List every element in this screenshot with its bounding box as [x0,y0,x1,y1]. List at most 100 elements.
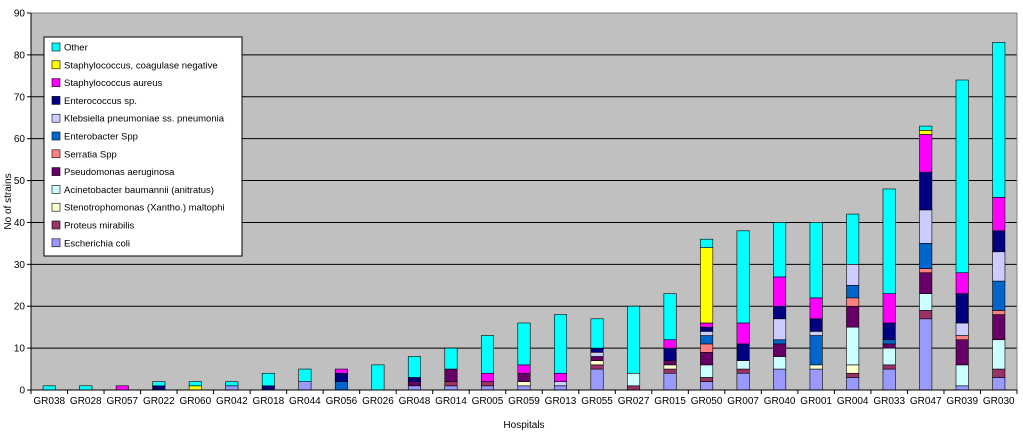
x-tick-label: GR040 [764,396,796,407]
bar-segment [955,322,969,336]
bar-segment [919,310,933,320]
x-tick-label: GR039 [946,396,978,407]
y-tick-label: 20 [14,302,26,313]
x-tick-label: GR060 [179,396,211,407]
bar-segment [298,368,312,382]
bar-segment [773,305,787,320]
bar-segment [882,293,896,324]
bar-segment [846,297,860,307]
y-axis-label: No of strains [3,173,14,229]
bar-segment [188,385,202,391]
x-tick-label: GR056 [326,396,358,407]
legend-label: Acinetobacter baumannii (anitratus) [64,185,214,196]
bar-segment [480,381,494,387]
bar-segment [700,351,714,366]
bar-segment [261,385,275,391]
bar-segment [809,368,823,391]
legend-label: Staphylococcus, coagulase negative [64,60,218,71]
x-axis-label: Hospitals [503,420,544,431]
bar-segment [882,347,896,366]
bar-segment [773,343,787,357]
x-tick-label: GR018 [253,396,285,407]
bar-segment [480,372,494,382]
bar-segment [773,276,787,307]
bar-segment [407,356,421,378]
bar-segment [298,381,312,391]
bar-segment [590,347,604,353]
x-tick-label: GR030 [983,396,1015,407]
bar-segment [882,343,896,349]
legend-label: Enterococcus sp. [64,96,137,107]
bar-segment [919,209,933,244]
bar-segment [627,385,641,391]
bar-segment [846,213,860,265]
bar-segment [261,372,275,387]
bar-segment [407,385,421,391]
bar-segment [663,368,677,374]
legend-swatch [51,185,61,194]
bar-segment [590,351,604,357]
bar-segment [955,364,969,387]
bar-segment [736,368,750,374]
bar-segment [992,310,1006,315]
bar-segment [590,318,604,349]
x-tick-label: GR057 [106,396,138,407]
bar-segment [809,318,823,332]
bar-segment [700,343,714,353]
x-tick-label: GR028 [70,396,102,407]
bar-segment [955,293,969,324]
legend-label: Serratia Spp [64,149,117,160]
y-tick-label: 50 [14,176,26,187]
y-tick-label: 80 [14,50,26,61]
bar-segment [407,377,421,382]
x-tick-label: GR015 [654,396,686,407]
bar-segment [736,372,750,391]
y-tick-label: 90 [14,9,26,20]
bar-segment [225,385,239,391]
bar-segment [882,364,896,370]
x-tick-label: GR026 [362,396,394,407]
bar-segment [517,364,531,374]
legend-label: Other [64,43,88,54]
legend-label: Pseudomonas aeruginosa [64,167,175,178]
bar-segment [554,372,568,382]
bar-segment [700,238,714,248]
bar-segment [334,381,348,391]
x-tick-label: GR004 [837,396,869,407]
bar-segment [955,385,969,391]
y-tick-label: 60 [14,134,26,145]
bar-segment [882,339,896,345]
bar-segment [992,377,1006,391]
bar-segment [955,272,969,294]
bar-segment [919,272,933,294]
bar-segment [590,356,604,361]
bar-segment [152,385,166,391]
bar-segment [700,331,714,336]
bar-segment [627,372,641,387]
bar-segment [590,364,604,370]
bar-segment [992,230,1006,253]
bar-segment [700,377,714,382]
x-tick-label: GR048 [399,396,431,407]
bar-segment [444,381,458,387]
bar-segment [188,381,202,387]
bar-segment [371,364,385,391]
bar-segment [700,247,714,324]
legend-swatch [51,149,61,159]
bar-segment [919,293,933,311]
y-tick-label: 30 [14,260,26,271]
bar-segment [115,385,129,391]
bar-segment [955,79,969,274]
bar-segment [919,125,933,131]
bar-segment [955,335,969,341]
bar-segment [663,347,677,361]
bar-segment [773,222,787,278]
bar-segment [919,129,933,135]
bar-segment [919,318,933,391]
axes: 0 10 20 30 40 50 60 70 80 90 GR038 GR028 GR057 GR022 G… [14,9,1018,407]
bar-segment [736,360,750,370]
bar-segment [663,360,677,366]
bar-segment [882,322,896,341]
bar-segment [846,364,860,374]
